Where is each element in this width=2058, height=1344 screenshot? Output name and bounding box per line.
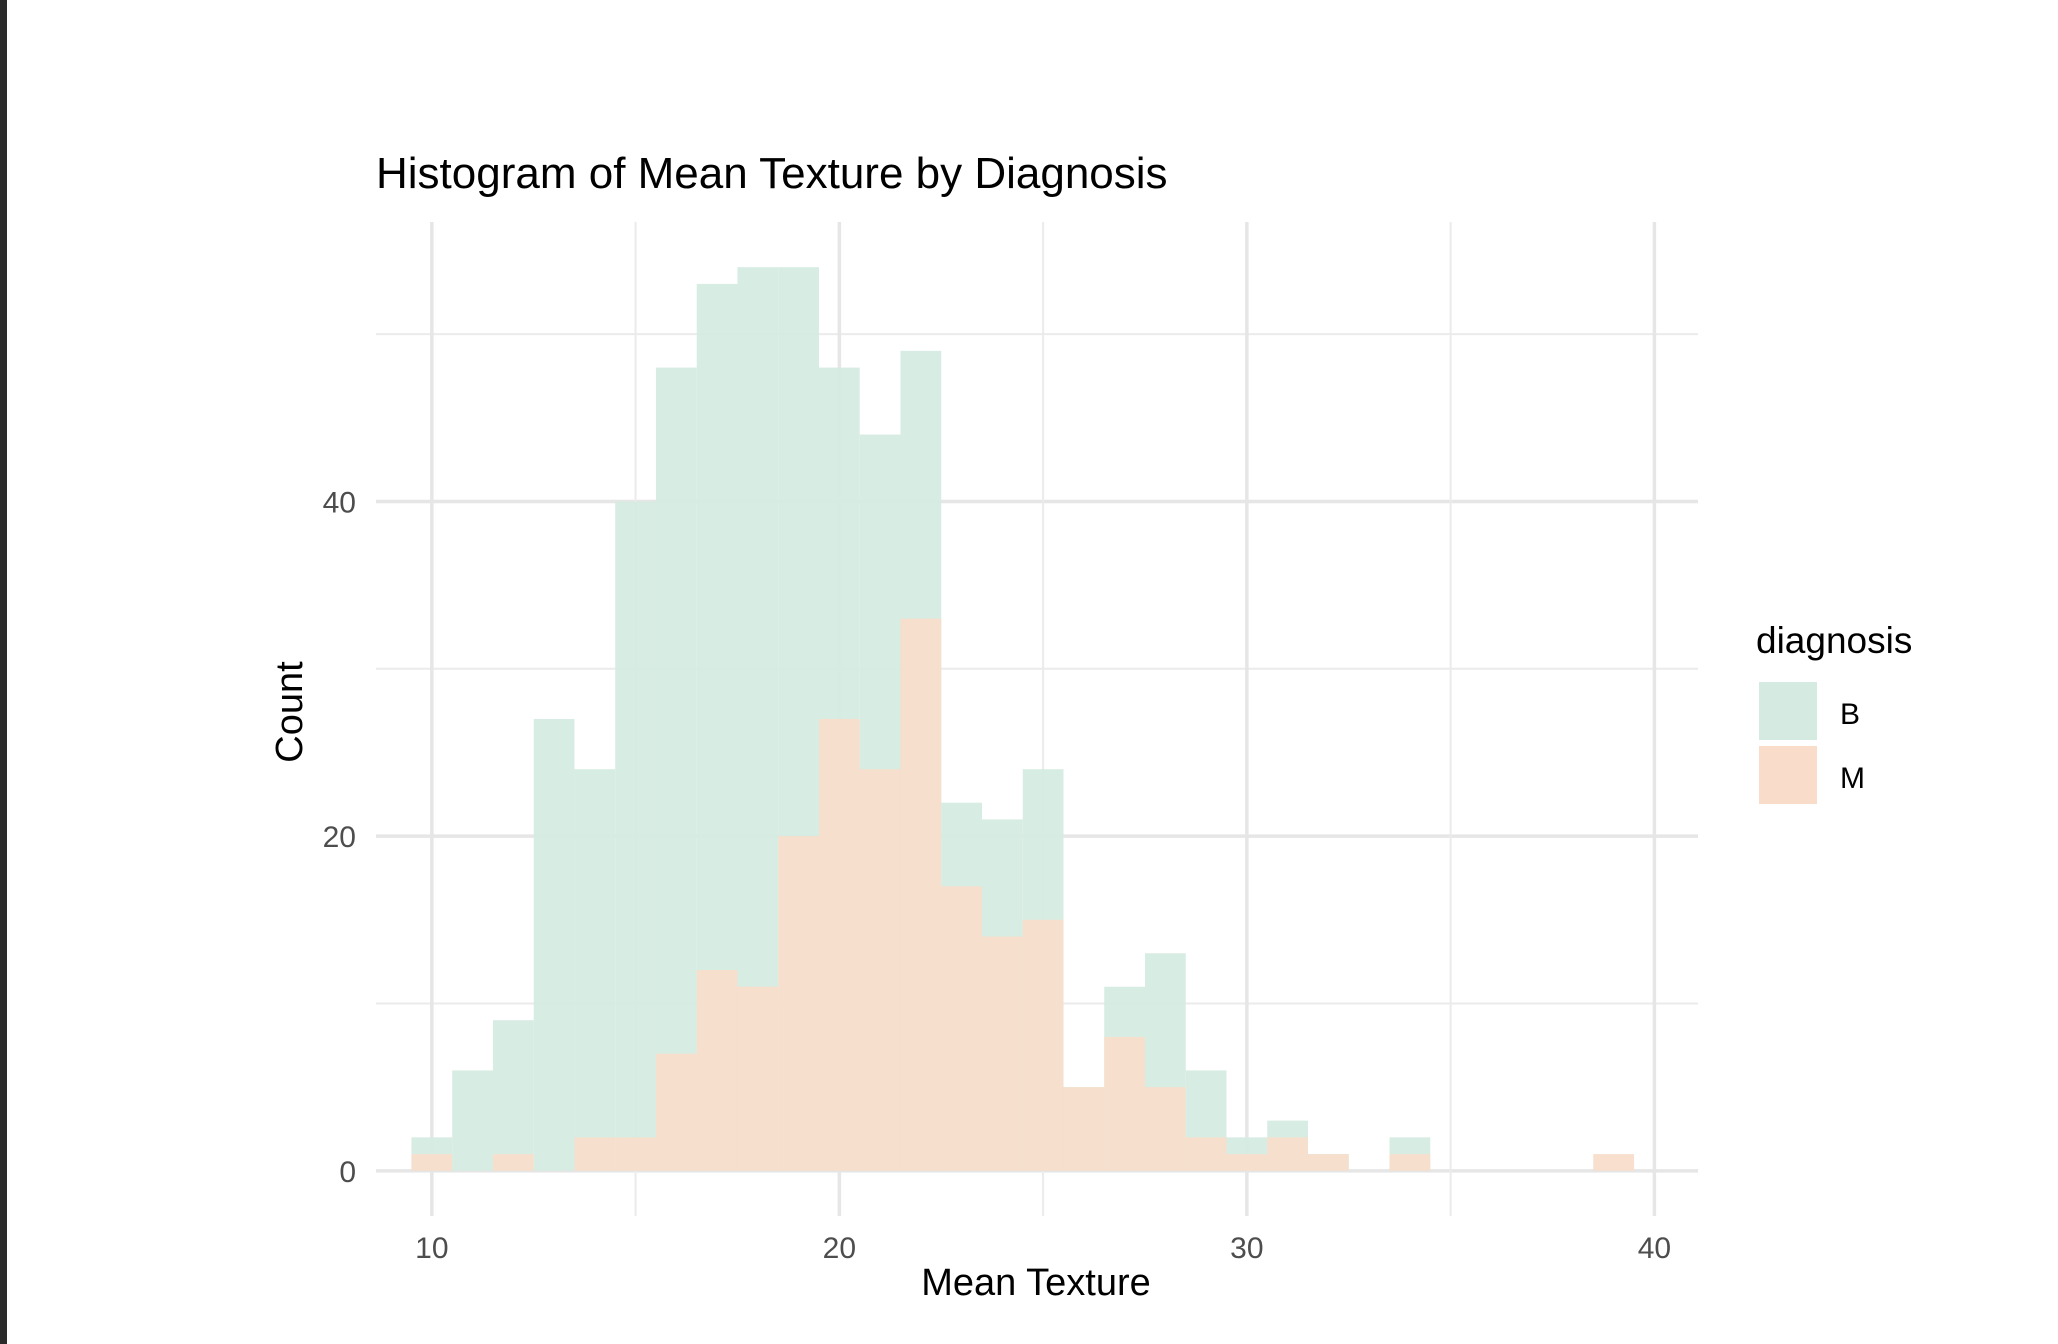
bar-m-16.5	[696, 970, 738, 1171]
bar-m-23.5	[981, 936, 1023, 1171]
bar-m-13.5	[574, 1137, 616, 1171]
bar-m-11.5	[492, 1154, 534, 1171]
legend-key-b	[1759, 682, 1817, 740]
histogram-bars	[411, 267, 1635, 1171]
y-tick-label: 40	[323, 486, 356, 519]
bar-m-21.5	[900, 618, 942, 1171]
window-edge	[0, 0, 7, 1344]
legend-label-m: M	[1840, 762, 1865, 795]
bar-b-10.5	[452, 1070, 493, 1171]
bar-m-9.5	[411, 1154, 453, 1171]
bar-m-30.5	[1267, 1137, 1309, 1171]
bar-m-20.5	[859, 769, 901, 1171]
bar-m-24.5	[1022, 919, 1064, 1171]
x-tick-label: 40	[1638, 1232, 1671, 1265]
x-tick-label: 10	[415, 1232, 448, 1265]
bar-b-15.5	[655, 367, 697, 1171]
x-tick-label: 20	[823, 1232, 856, 1265]
bar-m-15.5	[655, 1053, 697, 1171]
y-tick-label: 0	[339, 1156, 356, 1189]
legend: diagnosis B M	[1756, 620, 1912, 804]
chart-title: Histogram of Mean Texture by Diagnosis	[376, 149, 1168, 198]
legend-key-m	[1759, 746, 1817, 804]
bar-m-28.5	[1185, 1137, 1227, 1171]
bar-m-38.5	[1593, 1154, 1635, 1171]
bar-m-25.5	[1063, 1087, 1105, 1171]
bar-m-22.5	[941, 886, 982, 1171]
bar-m-19.5	[818, 719, 860, 1171]
x-axis-ticks: 10 20 30 40	[415, 1232, 1671, 1265]
bar-b-12.5	[533, 719, 575, 1171]
x-tick-label: 30	[1230, 1232, 1263, 1265]
legend-label-b: B	[1840, 698, 1860, 731]
legend-title: diagnosis	[1756, 620, 1912, 661]
series-m	[411, 618, 1635, 1171]
y-axis-label: Count	[269, 661, 311, 763]
bar-b-14.5	[615, 501, 656, 1171]
bar-m-14.5	[615, 1137, 656, 1171]
y-axis-ticks: 0 20 40	[323, 486, 356, 1188]
bar-m-29.5	[1226, 1154, 1268, 1171]
bar-b-11.5	[492, 1020, 534, 1171]
bar-m-31.5	[1308, 1154, 1349, 1171]
bar-m-27.5	[1144, 1087, 1186, 1171]
x-axis-label: Mean Texture	[921, 1262, 1151, 1304]
bar-b-13.5	[574, 769, 616, 1171]
bar-m-33.5	[1389, 1154, 1431, 1171]
bar-m-26.5	[1104, 1036, 1145, 1171]
bar-m-18.5	[778, 836, 819, 1171]
y-tick-label: 20	[323, 821, 356, 854]
bar-m-17.5	[737, 986, 779, 1171]
